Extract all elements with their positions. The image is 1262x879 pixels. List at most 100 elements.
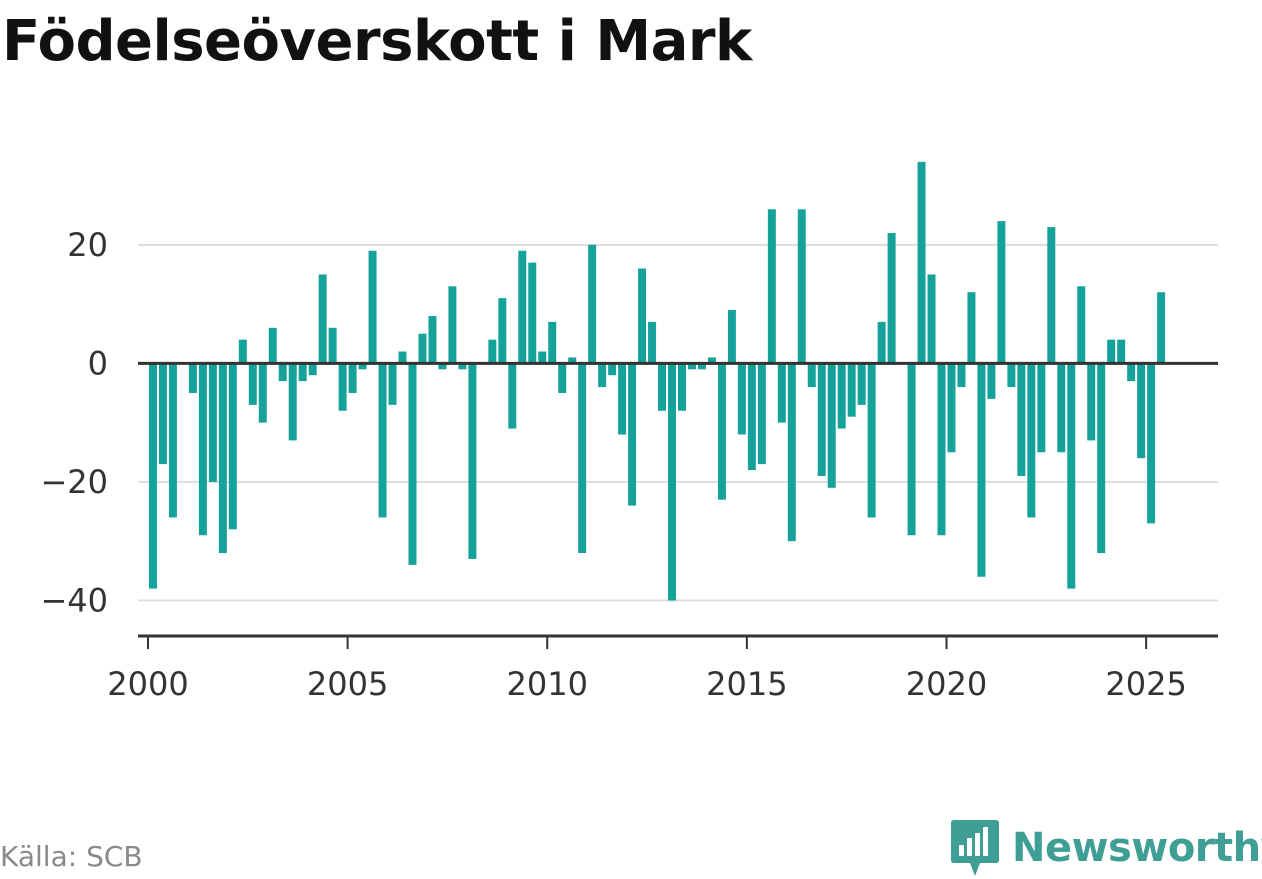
bar [378,363,387,518]
newsworthy-logo-icon [951,820,999,876]
bar [398,351,407,364]
bar [707,357,716,364]
bar [1147,363,1156,524]
bar [1027,363,1036,518]
x-tick-label: 2025 [1105,665,1186,703]
bar [558,363,567,393]
bar [1047,227,1056,364]
bar [937,363,946,536]
bar [997,221,1006,364]
bar [827,363,836,488]
bar [787,363,796,542]
bar [668,363,677,601]
bar [1157,292,1166,364]
bar [268,327,277,364]
source-note: Källa: SCB [0,840,143,873]
bar [348,363,357,393]
bar [648,321,657,364]
bar [578,363,587,554]
bar [358,363,367,370]
bar [188,363,197,393]
x-tick-label: 2010 [507,665,588,703]
bar [548,321,557,364]
bar [777,363,786,423]
bar [428,315,437,364]
bar [797,209,806,364]
bar [288,363,297,441]
bar [308,363,317,376]
bar [258,363,267,423]
bar [1057,363,1066,453]
bar [388,363,397,405]
brand-logo: Newsworthy [950,818,1262,878]
bar [328,327,337,364]
bar [628,363,637,506]
bar [1007,363,1016,388]
bar [228,363,237,530]
x-tick-label: 2020 [906,665,987,703]
bar [717,363,726,500]
bar [737,363,746,435]
bar [697,363,706,370]
bar [488,339,497,364]
bar [987,363,996,399]
y-tick-label: −40 [40,581,108,619]
bar [1097,363,1106,554]
bar [837,363,846,429]
bar [857,363,866,405]
bar [518,250,527,364]
bar [917,161,926,364]
bar [598,363,607,388]
y-tick-label: −20 [40,463,108,501]
bar [1087,363,1096,441]
bar [418,333,427,364]
chart-title: Födelseöverskott i Mark [2,9,752,74]
bar [678,363,686,411]
bar [218,363,227,554]
bar [458,363,467,370]
bar [887,232,896,364]
bar [1127,363,1136,382]
bar [847,363,856,417]
bar [747,363,756,471]
bar [498,298,507,364]
bar [468,363,477,559]
bar [1067,363,1076,589]
bar [168,363,177,518]
bar [1017,363,1026,476]
bar [588,244,597,364]
bar [608,363,617,376]
bar [727,310,736,364]
bar [867,363,876,518]
bar [907,363,916,536]
bar [238,339,247,364]
bar [198,363,207,536]
bar [757,363,766,465]
bar [927,274,936,364]
y-tick-label: 20 [67,226,108,264]
bar [148,363,157,589]
bar [538,351,547,364]
bar [1077,286,1086,364]
bar [638,268,647,364]
bar [248,363,257,405]
bar [817,363,826,476]
bar [877,321,886,364]
bar [1117,339,1126,364]
bar [807,363,816,388]
bar [1107,339,1116,364]
bar [947,363,956,453]
brand-name: Newsworthy [1012,825,1262,871]
bar [448,286,457,364]
bar [568,357,577,364]
bar [967,292,976,364]
bar [298,363,307,382]
bar [687,363,696,370]
bar [438,363,447,370]
x-tick-label: 2005 [307,665,388,703]
bar [528,262,537,364]
bar [408,363,417,565]
bar [338,363,347,411]
bar [208,363,217,482]
